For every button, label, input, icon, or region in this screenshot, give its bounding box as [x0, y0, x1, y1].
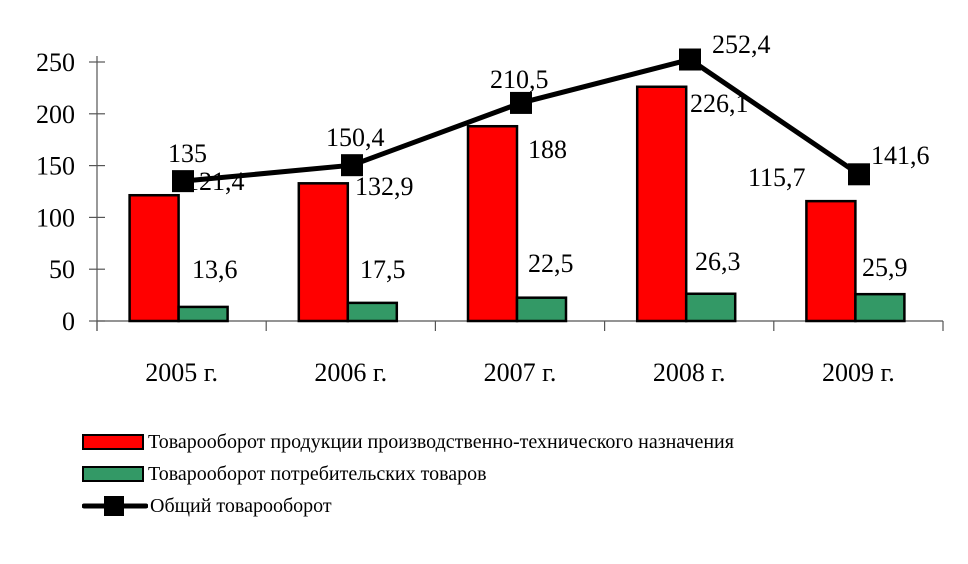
legend-item-total: Общий товарооборот — [82, 490, 734, 522]
total-value-label: 141,6 — [871, 141, 930, 170]
industrial-value-label: 115,7 — [748, 163, 806, 192]
chart-plot-area: 0 50 100 150 200 250 2005 г. 2006 г. 2007 г. 2008… — [36, 30, 944, 387]
y-tick-label: 200 — [36, 100, 75, 129]
y-tick-label: 0 — [62, 307, 75, 336]
x-tick-label: 2006 г. — [314, 358, 387, 387]
industrial-value-label: 132,9 — [355, 172, 414, 201]
legend-label: Общий товарооборот — [150, 494, 332, 517]
y-tick-label: 100 — [36, 203, 75, 232]
total-marker — [510, 91, 532, 114]
total-value-label: 210,5 — [490, 65, 549, 94]
total-value-label: 252,4 — [712, 30, 771, 59]
bar-industrial — [805, 199, 857, 323]
legend-line-marker-icon — [82, 496, 148, 516]
x-tick-label: 2005 г. — [145, 358, 218, 387]
legend-label: Товарооборот продукции производственно-т… — [148, 430, 734, 453]
total-marker — [848, 163, 870, 186]
y-tick-label: 150 — [36, 152, 75, 181]
total-marker — [341, 154, 363, 177]
industrial-value-label: 121,4 — [186, 167, 245, 196]
total-value-label: 150,4 — [326, 123, 385, 152]
legend-label: Товарооборот потребительских товаров — [148, 462, 487, 485]
total-marker — [172, 170, 194, 193]
total-marker — [679, 48, 701, 71]
total-value-label: 135 — [168, 139, 207, 168]
consumer-value-label: 13,6 — [192, 255, 238, 284]
y-tick-label: 50 — [49, 255, 75, 284]
legend-item-industrial: Товарооборот продукции производственно-т… — [82, 426, 734, 458]
bar-consumer — [177, 305, 229, 323]
bar-industrial — [128, 193, 180, 323]
consumer-value-label: 26,3 — [695, 247, 741, 276]
bar-consumer — [515, 296, 568, 323]
bar-consumer — [854, 292, 906, 323]
chart-legend: Товарооборот продукции производственно-т… — [82, 426, 734, 522]
bar-consumer — [346, 301, 399, 323]
bar-industrial — [297, 182, 350, 323]
x-tick-label: 2008 г. — [653, 358, 726, 387]
legend-item-consumer: Товарооборот потребительских товаров — [82, 458, 734, 490]
bar-consumer — [684, 292, 737, 323]
consumer-value-label: 22,5 — [528, 249, 574, 278]
y-tick-label: 250 — [36, 48, 75, 77]
bar-industrial — [635, 85, 688, 323]
legend-swatch-green — [82, 466, 144, 482]
bar-industrial — [466, 124, 519, 323]
x-tick-label: 2009 г. — [822, 358, 895, 387]
consumer-value-label: 25,9 — [862, 253, 908, 282]
legend-swatch-red — [82, 434, 144, 450]
x-tick-label: 2007 г. — [484, 358, 557, 387]
consumer-value-label: 17,5 — [360, 255, 406, 284]
industrial-value-label: 188 — [528, 135, 567, 164]
industrial-value-label: 226,1 — [690, 89, 749, 118]
